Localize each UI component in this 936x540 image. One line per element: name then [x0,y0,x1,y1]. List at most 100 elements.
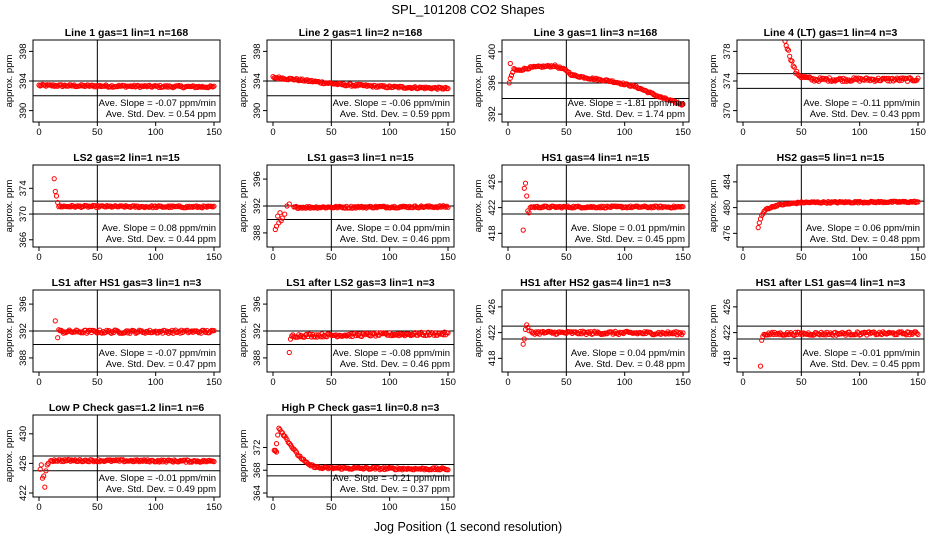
x-tick-label: 50 [561,127,572,138]
data-points [37,456,217,490]
y-tick-label: 392 [252,198,263,214]
plot-frame [736,289,925,373]
data-point [382,204,388,210]
y-tick-label: 422 [722,325,733,341]
plot-frame [32,164,221,248]
x-tick-label: 0 [505,127,510,138]
data-point [841,200,848,206]
data-point [278,218,284,224]
x-tick-label: 0 [270,127,275,138]
data-point [211,83,217,89]
y-axis-label: approx. ppm [238,55,249,108]
x-tick-label: 50 [326,502,337,513]
data-point [41,473,47,479]
data-point [139,457,145,463]
data-point [349,333,355,340]
data-point [128,328,134,334]
data-point [445,85,451,92]
y-tick-label: 418 [487,225,498,241]
data-point [538,63,544,70]
data-point [132,457,138,463]
panel-2: Line 2 gas=1 lin=2 n=168 0 50 100 150 390 394 3… [238,27,456,138]
data-points [51,176,217,211]
x-tick-label: 0 [36,502,41,513]
data-point [678,101,684,107]
data-point [42,82,48,88]
y-axis-label: approx. ppm [473,180,484,233]
y-tick-label: 396 [18,296,29,312]
slope-annotation: Ave. Slope = -0.01 ppm/min [99,473,216,484]
data-point [904,78,911,84]
x-tick-label: 0 [505,377,510,388]
data-point [666,331,672,337]
data-point [910,330,916,336]
y-axis-label: approx. ppm [4,305,15,358]
data-point [507,60,513,67]
slope-annotation: Ave. Slope = 0.04 ppm/min [571,348,685,359]
data-point [524,322,530,328]
data-point [369,83,375,89]
x-tick-label: 100 [382,502,398,513]
data-point [437,203,443,209]
data-point [527,205,533,211]
y-tick-label: 426 [722,299,733,315]
data-points [520,322,686,347]
data-point [169,84,175,90]
data-point [133,458,139,464]
x-tick-label: 50 [326,127,337,138]
data-point [211,328,217,334]
data-point [273,223,280,229]
data-point [785,47,792,53]
x-tick-label: 100 [382,377,398,388]
slope-annotation: Ave. Slope = 0.01 ppm/min [571,223,685,234]
data-point [333,203,339,209]
x-tick-label: 150 [910,377,926,388]
data-point [911,198,918,204]
data-point [189,328,195,334]
data-point [915,75,921,81]
data-point [508,72,515,78]
slope-annotation: Ave. Slope = 0.06 ppm/min [806,223,920,234]
data-point [305,205,311,211]
data-points [271,425,451,473]
x-tick-label: 50 [561,252,572,263]
data-point [85,82,91,88]
data-point [211,203,217,209]
x-tick-label: 100 [382,252,398,263]
data-point [207,328,214,335]
data-point [592,329,599,335]
data-points [506,60,686,108]
data-point [436,466,442,472]
data-point [794,68,800,74]
data-point [77,203,83,209]
data-point [284,437,290,443]
panel-9: LS1 after HS1 gas=3 lin=1 n=3 0 50 100 150 38… [4,277,222,388]
data-point [834,330,841,336]
x-tick-label: 50 [561,377,572,388]
stddev-annotation: Ave. Std. Dev. = 0.45 ppm [810,359,920,370]
x-tick-label: 150 [440,377,456,388]
data-point [122,329,128,335]
panel-title: HS1 after LS1 gas=4 lin=1 n=3 [756,277,906,289]
panels-grid: Line 1 gas=1 lin=1 n=168 0 50 100 150 390 394 3… [4,27,926,513]
data-point [809,77,815,83]
data-point [570,203,576,209]
data-point [51,176,57,182]
x-tick-label: 150 [206,502,222,513]
y-tick-label: 426 [487,174,498,190]
data-point [59,457,65,463]
y-axis-label: approx. ppm [4,55,15,108]
panel-7: HS1 gas=4 lin=1 n=15 0 50 100 150 418 422 426ap… [473,152,691,263]
data-point [563,204,569,210]
y-tick-label: 422 [487,200,498,216]
y-tick-label: 368 [252,462,263,478]
data-points [270,74,451,92]
x-tick-label: 150 [675,252,691,263]
slope-annotation: Ave. Slope = -0.07 ppm/min [99,348,216,359]
data-point [775,330,781,336]
slope-annotation: Ave. Slope = -0.06 ppm/min [333,98,450,109]
data-point [872,78,878,84]
panel-title: HS1 after HS2 gas=4 lin=1 n=3 [520,277,671,289]
stddev-annotation: Ave. Std. Dev. = 0.46 ppm [340,234,450,245]
